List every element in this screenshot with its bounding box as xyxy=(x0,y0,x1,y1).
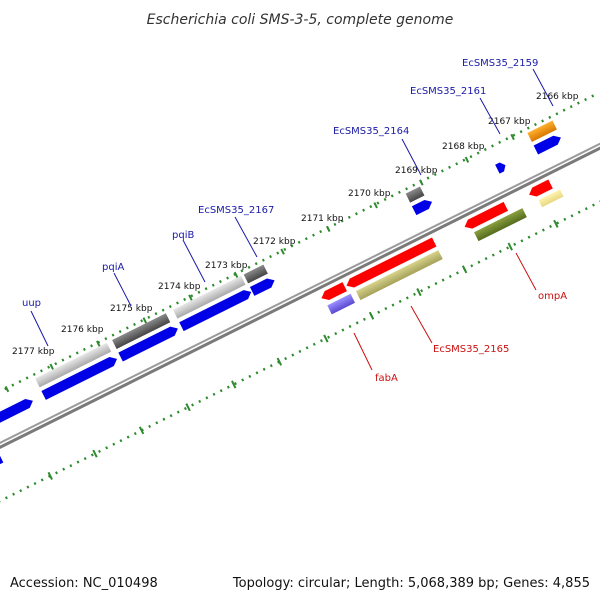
tick-label: 2168 kbp xyxy=(442,142,485,152)
tick-label: 2169 kbp xyxy=(395,166,438,176)
gene-EcSMS35_2167[interactable] xyxy=(243,264,268,284)
map-title: Escherichia coli SMS-3-5, complete genom… xyxy=(147,12,454,28)
outer-tick-guide xyxy=(0,91,600,416)
tick-label: 2166 kbp xyxy=(536,92,579,102)
reverse-leaders xyxy=(353,252,537,371)
inner-tick-guide xyxy=(0,179,600,503)
label-pqiA[interactable]: pqiA xyxy=(102,262,124,273)
track-group xyxy=(0,91,600,503)
major-ticks-outer xyxy=(4,133,515,393)
major-ticks-inner xyxy=(47,219,559,480)
label-EcSMS35_2164[interactable]: EcSMS35_2164 xyxy=(333,126,409,137)
accession-text: Accession: NC_010498 xyxy=(10,576,158,591)
cds-ompA[interactable] xyxy=(462,201,509,231)
gene-ompA[interactable] xyxy=(474,208,527,242)
tick-label: 2175 kbp xyxy=(110,304,153,314)
cds-reverse-right[interactable] xyxy=(527,179,553,200)
forward-leaders xyxy=(30,68,554,347)
tick-label: 2173 kbp xyxy=(205,261,248,271)
gene-reverse-cream[interactable] xyxy=(538,189,564,208)
label-ompA[interactable]: ompA xyxy=(538,291,567,302)
reverse-cds-track xyxy=(0,179,553,470)
tick-label: 2171 kbp xyxy=(301,214,344,224)
forward-gene-labels: uup pqiA pqiB EcSMS35_2167 EcSMS35_2164 … xyxy=(22,58,538,309)
gene-EcSMS35_2159[interactable] xyxy=(527,120,557,142)
tick-label: 2172 kbp xyxy=(253,237,296,247)
reverse-gene-labels: fabA EcSMS35_2165 ompA xyxy=(375,291,567,384)
backbone-bottom xyxy=(0,127,600,470)
gene-pqiA[interactable] xyxy=(112,313,171,349)
cds-left-edge[interactable] xyxy=(0,396,35,431)
label-EcSMS35_2161[interactable]: EcSMS35_2161 xyxy=(410,86,486,97)
backbone-top xyxy=(0,124,600,466)
cds-EcSMS35_2164[interactable] xyxy=(411,197,434,216)
cds-EcSMS35_2159[interactable] xyxy=(533,133,564,155)
cds-EcSMS35_2161[interactable] xyxy=(495,161,508,174)
reverse-gene-track xyxy=(327,189,564,315)
gene-EcSMS35_2164[interactable] xyxy=(405,186,425,203)
gene-fabA[interactable] xyxy=(327,293,356,315)
cds-EcSMS35_2167[interactable] xyxy=(249,276,277,296)
label-EcSMS35_2167[interactable]: EcSMS35_2167 xyxy=(198,205,274,216)
tick-label: 2177 kbp xyxy=(12,347,55,357)
cds-pqiB[interactable] xyxy=(179,287,253,332)
cds-reverse-left[interactable] xyxy=(0,453,4,470)
gene-EcSMS35_2165[interactable] xyxy=(355,250,443,301)
label-EcSMS35_2165[interactable]: EcSMS35_2165 xyxy=(433,344,509,355)
label-pqiB[interactable]: pqiB xyxy=(172,230,194,241)
genome-summary-text: Topology: circular; Length: 5,068,389 bp… xyxy=(232,576,590,591)
label-uup[interactable]: uup xyxy=(22,298,41,309)
tick-label: 2176 kbp xyxy=(61,325,104,335)
gene-uup[interactable] xyxy=(35,342,112,388)
tick-label: 2167 kbp xyxy=(488,117,531,127)
label-EcSMS35_2159[interactable]: EcSMS35_2159 xyxy=(462,58,538,69)
gene-pqiB[interactable] xyxy=(172,275,246,319)
forward-gene-track xyxy=(35,120,557,388)
tick-label: 2170 kbp xyxy=(348,189,391,199)
cds-uup[interactable] xyxy=(41,354,119,400)
cds-pqiA[interactable] xyxy=(118,324,180,362)
tick-label: 2174 kbp xyxy=(158,282,201,292)
label-fabA[interactable]: fabA xyxy=(375,373,398,384)
cds-EcSMS35_2165[interactable] xyxy=(344,237,437,291)
tick-labels: 2166 kbp 2167 kbp 2168 kbp 2169 kbp 2170… xyxy=(12,92,579,357)
forward-cds-track xyxy=(0,133,564,431)
cds-fabA[interactable] xyxy=(319,282,347,303)
